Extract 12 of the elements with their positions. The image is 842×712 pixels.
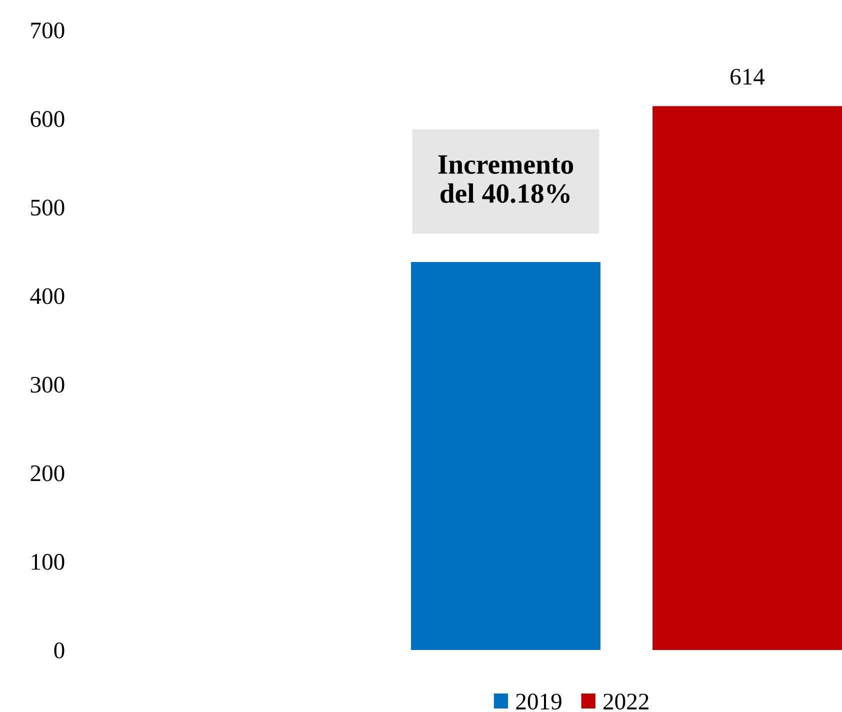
y-tick-label: 400 xyxy=(30,288,64,304)
y-tick-label: 200 xyxy=(30,465,64,482)
y-tick-label: 0 xyxy=(54,642,64,658)
y-tick-label: 600 xyxy=(30,111,64,127)
y-tick-label: 700 xyxy=(31,22,64,38)
y-tick-label: 500 xyxy=(31,200,64,216)
y-tick-label: 100 xyxy=(32,554,64,570)
legend-label: 2019 xyxy=(516,694,562,710)
annotation: Incremento del 40.18% xyxy=(438,155,574,204)
data-label: 614 xyxy=(730,68,765,85)
legend-label: 2022 xyxy=(604,694,648,710)
y-tick-label: 300 xyxy=(30,376,64,393)
